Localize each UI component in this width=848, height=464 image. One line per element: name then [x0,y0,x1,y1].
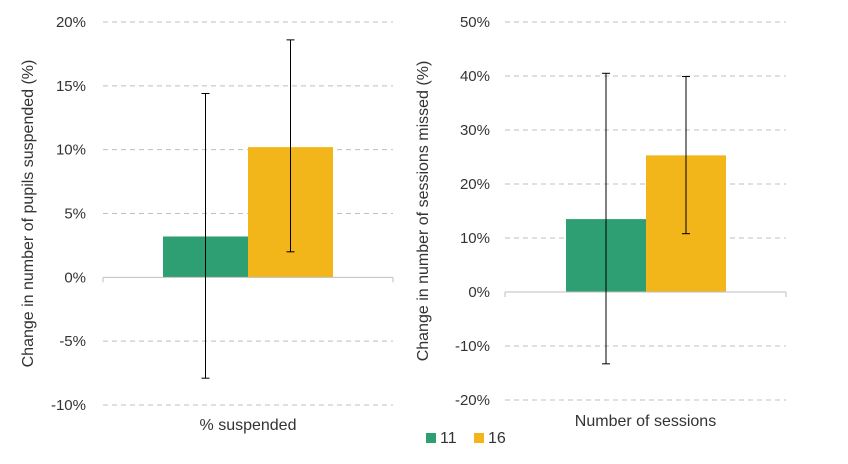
y-tick-label: -5% [59,333,86,350]
legend: 11 16 [426,430,506,447]
y-axis-label: Change in number of pupils suspended (%) [20,60,37,368]
chart-panel-left: -10% -5% 0% 5% 10% 15% 20% % suspended Change in… [20,14,394,434]
y-tick-label: 0% [468,284,490,301]
chart-panel-right: -20% -10% 0% 10% 20% 30% 40% 50% Number of sessi… [415,14,787,430]
legend-label: 16 [488,430,506,447]
legend-label: 11 [440,430,457,447]
y-tick-label: 50% [460,14,490,31]
y-tick-label: -20% [455,392,490,409]
y-tick-label: 40% [460,68,490,85]
y-tick-label: 5% [64,206,86,223]
legend-swatch-16 [474,433,484,443]
y-tick-label: 20% [460,176,490,193]
y-tick-label: 20% [56,14,86,31]
y-tick-label: -10% [455,338,490,355]
y-tick-label: 0% [64,269,86,286]
legend-swatch-11 [426,433,436,443]
y-tick-label: 10% [460,230,490,247]
x-axis-label: Number of sessions [575,413,716,430]
y-tick-label: -10% [51,397,86,414]
y-tick-label: 15% [56,78,86,95]
y-axis-label: Change in number of sessions missed (%) [415,61,432,362]
y-tick-label: 30% [460,122,490,139]
y-tick-label: 10% [56,142,86,159]
x-axis-label: % suspended [200,417,297,434]
